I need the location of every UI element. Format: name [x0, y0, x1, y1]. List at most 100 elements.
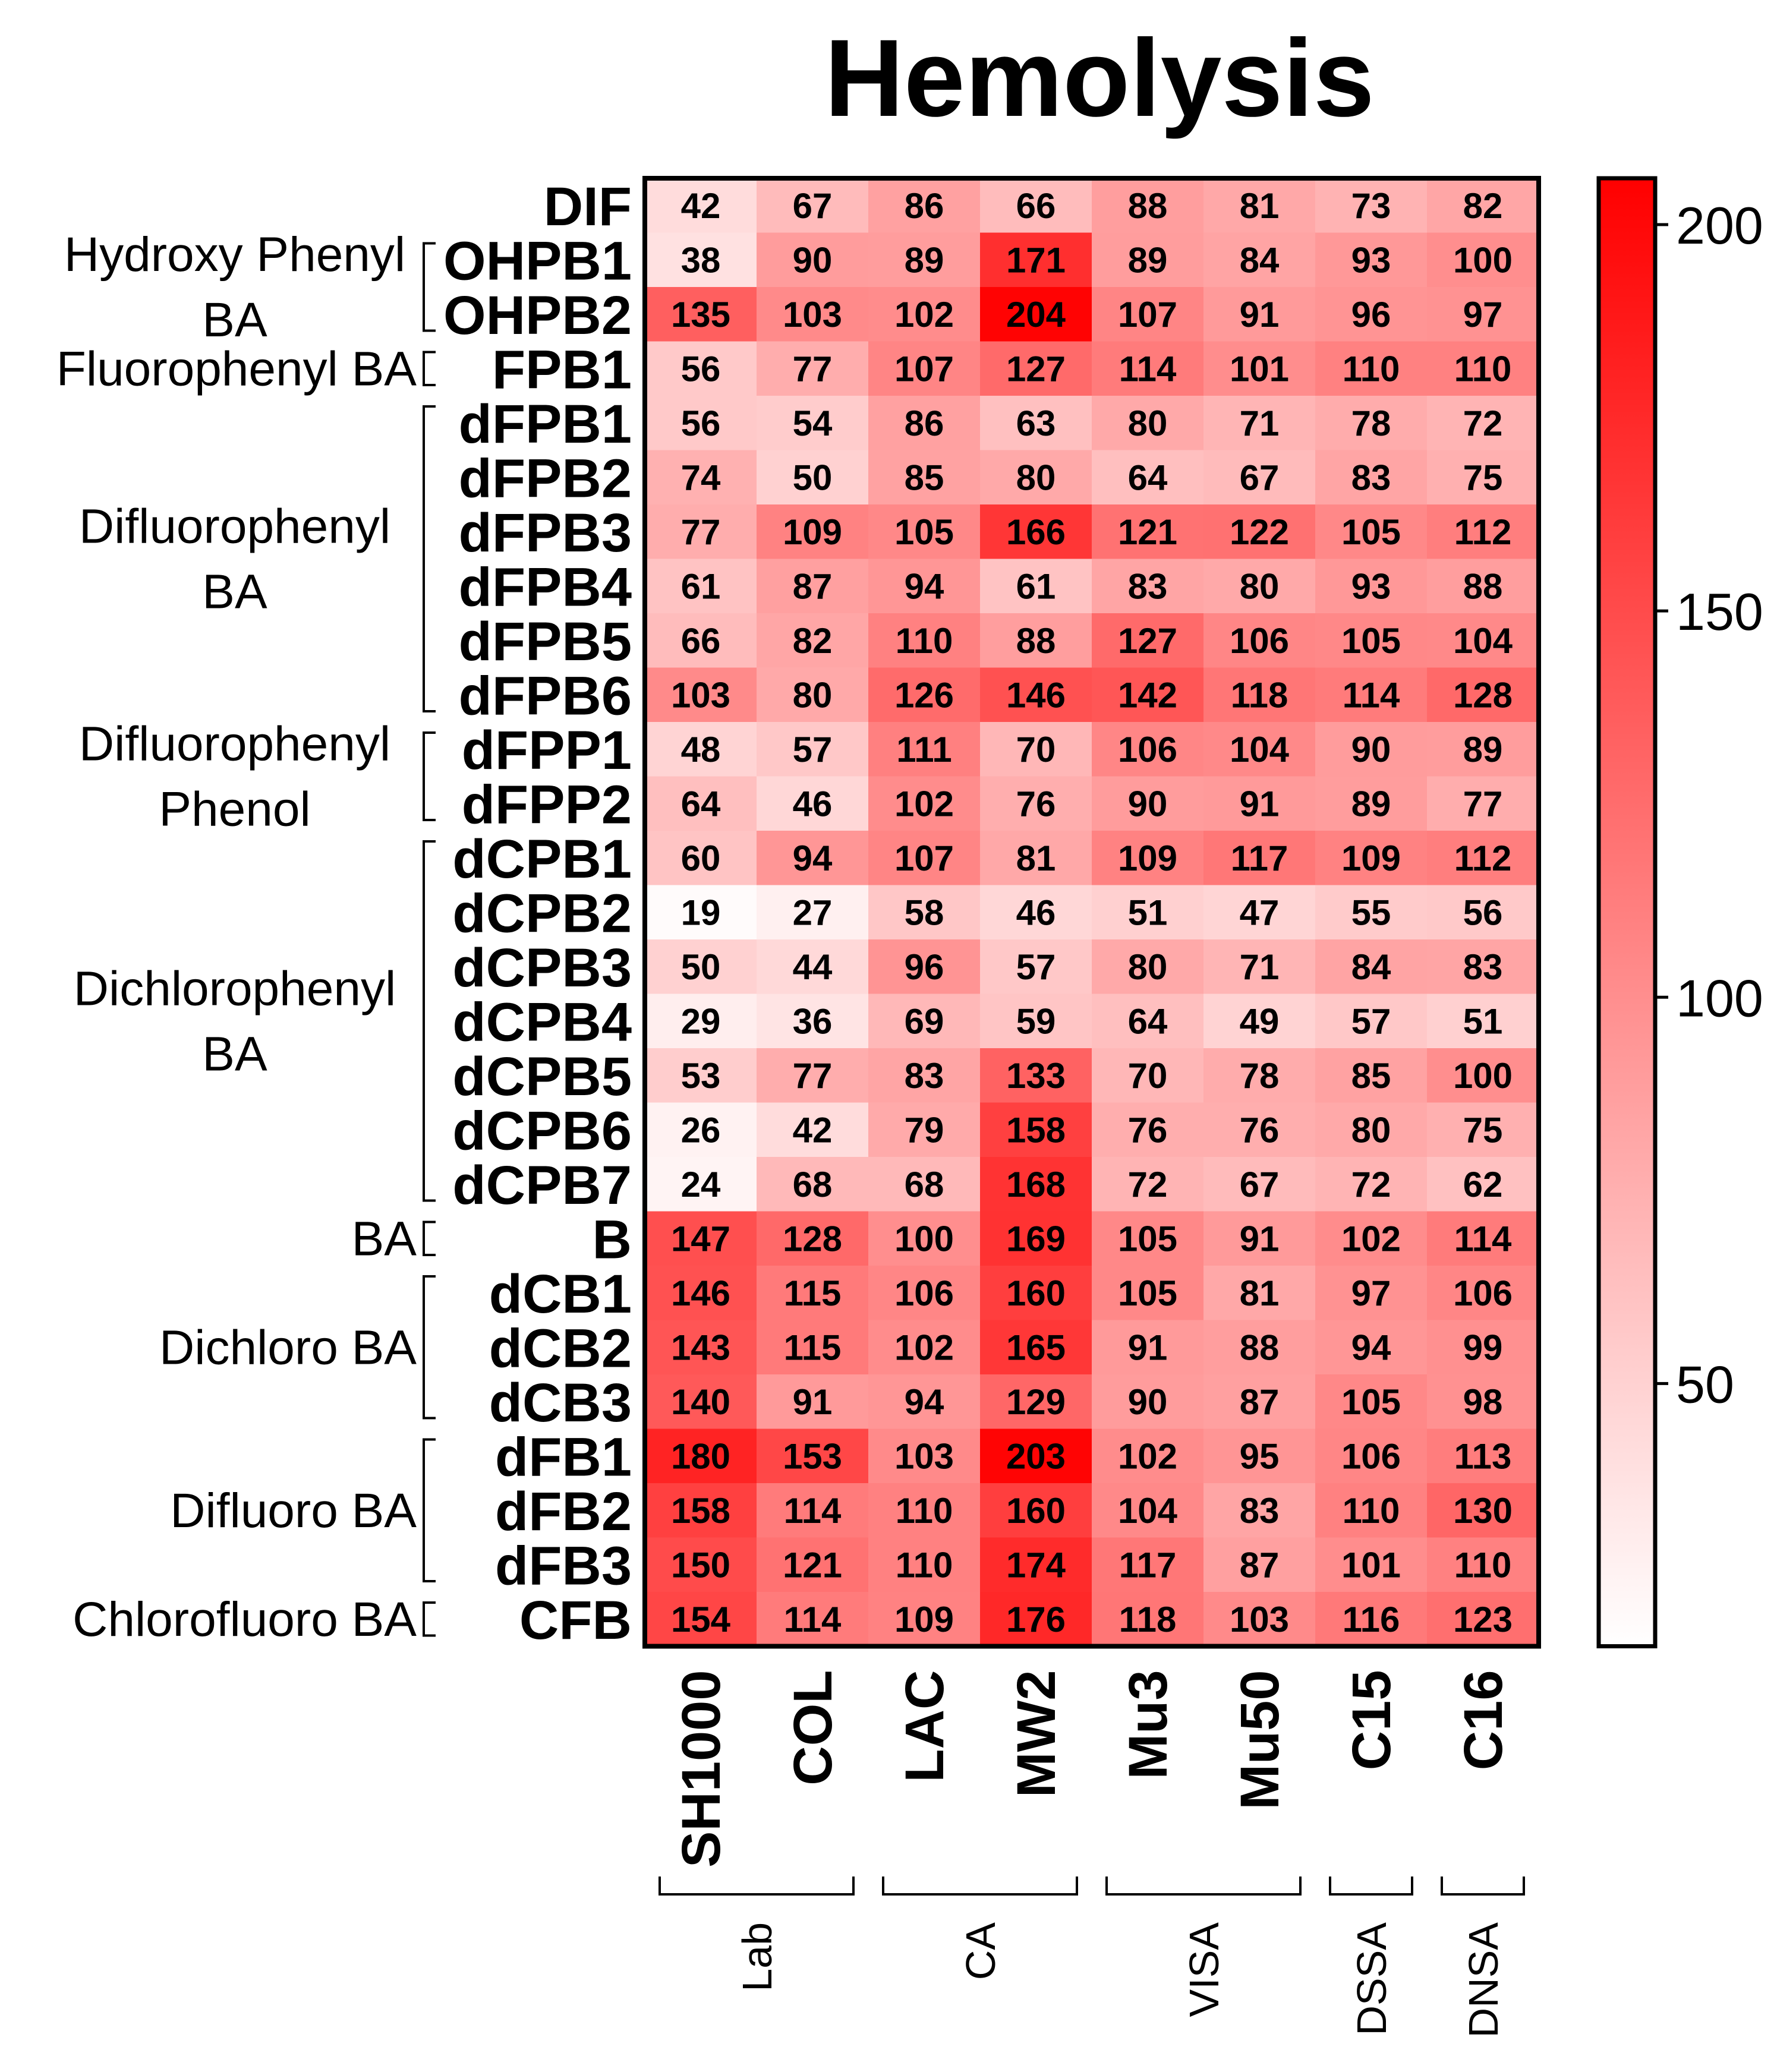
heatmap-cell-fpb1-c15	[1315, 341, 1428, 396]
cell-value-dfpp1-c15: 90	[1351, 730, 1391, 769]
cell-value-dcpb6-mu50: 76	[1240, 1110, 1280, 1150]
heatmap-cell-dif-c15	[1315, 178, 1428, 234]
colorbar-tick-label-200: 200	[1676, 196, 1763, 255]
heatmap-cell-dcpb7-lac	[868, 1157, 981, 1212]
cell-value-dcpb1-mu50: 117	[1231, 838, 1288, 878]
heatmap-cell-ohpb1-c16	[1427, 232, 1539, 288]
cell-value-dif-lac: 86	[905, 186, 944, 226]
cell-value-dcpb3-c15: 84	[1351, 947, 1391, 987]
cell-value-ohpb2-mw2: 204	[1006, 295, 1066, 335]
column-group-bracket-dssa	[1329, 1877, 1413, 1896]
row-group-label-hydroxy-phenyl-ba-line-2: BA	[202, 293, 267, 347]
heatmap-cell-dcpb6-col	[757, 1102, 869, 1158]
heatmap-cell-b-lac	[868, 1211, 981, 1266]
cell-value-b-sh1000: 147	[671, 1219, 730, 1259]
cell-value-dfpp2-c15: 89	[1351, 784, 1391, 824]
heatmap-cell-ohpb2-mw2	[980, 287, 1092, 342]
row-label-dcpb4: dCPB4	[452, 992, 632, 1052]
cell-value-dcb1-col: 115	[784, 1273, 842, 1313]
heatmap-cell-fpb1-mw2	[980, 341, 1092, 396]
column-group-bracket-ca	[882, 1877, 1078, 1896]
cell-value-dfpb6-lac: 126	[894, 675, 954, 715]
cell-value-dfpb2-mu3: 64	[1128, 458, 1168, 497]
cell-value-b-col: 128	[783, 1219, 842, 1259]
heatmap-cell-dfpb5-mu50	[1203, 613, 1316, 668]
cell-value-dcpb1-col: 94	[793, 838, 833, 878]
heatmap-cell-dcpb3-sh1000	[645, 939, 757, 995]
heatmap-cell-dfpp2-c15	[1315, 776, 1428, 831]
cell-value-dcpb1-mw2: 81	[1016, 838, 1056, 878]
heatmap-cell-dfb2-col	[757, 1483, 869, 1538]
heatmap-cell-dcpb2-lac	[868, 885, 981, 940]
cell-value-dcpb3-col: 44	[793, 947, 833, 987]
heatmap-cell-dcpb2-c16	[1427, 885, 1539, 940]
cell-value-cfb-mu3: 118	[1119, 1600, 1177, 1639]
cell-value-dfpb5-c16: 104	[1453, 621, 1513, 661]
cell-value-dif-mu50: 81	[1240, 186, 1280, 226]
column-group-label-ca: CA	[957, 1922, 1004, 1980]
heatmap-cell-dfpb5-mu3	[1092, 613, 1204, 668]
cell-value-dcpb1-c15: 109	[1341, 838, 1401, 878]
cell-value-dfpp2-c16: 77	[1463, 784, 1503, 824]
cell-value-cfb-mu50: 103	[1230, 1600, 1289, 1639]
heatmap-cell-dcb1-mu3	[1092, 1266, 1204, 1321]
cell-value-dfb1-col: 153	[783, 1436, 842, 1476]
heatmap-cell-dfpb2-sh1000	[645, 450, 757, 505]
cell-value-dif-mw2: 66	[1016, 186, 1056, 226]
cell-value-dcpb3-sh1000: 50	[681, 947, 721, 987]
heatmap-cell-ohpb1-lac	[868, 232, 981, 288]
heatmap-cell-dfpp2-lac	[868, 776, 981, 831]
cell-value-dfpb6-mu3: 142	[1118, 675, 1177, 715]
cell-value-dfb2-lac: 110	[896, 1491, 953, 1531]
column-group-label-dnsa: DNSA	[1460, 1922, 1507, 2038]
heatmap-cell-dcpb3-lac	[868, 939, 981, 995]
heatmap-cell-dcb1-col	[757, 1266, 869, 1321]
row-label-dfpb5: dFPB5	[459, 611, 632, 672]
heatmap-cell-dfpp2-mu50	[1203, 776, 1316, 831]
cell-value-fpb1-c16: 110	[1454, 349, 1512, 389]
cell-value-dcb1-mu50: 81	[1240, 1273, 1280, 1313]
cell-value-fpb1-lac: 107	[894, 349, 954, 389]
heatmap-cell-dfb3-mu3	[1092, 1537, 1204, 1592]
cell-value-dcpb5-sh1000: 53	[681, 1056, 721, 1096]
cell-value-fpb1-col: 77	[793, 349, 833, 389]
cell-value-dfpb1-mu3: 80	[1128, 403, 1168, 443]
cell-value-dfpb4-col: 87	[793, 566, 833, 606]
row-group-bracket-difluoro-ba	[423, 1438, 436, 1582]
cell-value-dfb2-mu3: 104	[1118, 1491, 1178, 1531]
column-label-c16: C16	[1453, 1670, 1514, 1771]
heatmap-cell-ohpb1-sh1000	[645, 232, 757, 288]
cell-value-dfpp2-mu3: 90	[1128, 784, 1168, 824]
cell-value-dcpb1-mu3: 109	[1118, 838, 1177, 878]
cell-value-dcpb3-lac: 96	[905, 947, 944, 987]
heatmap-cell-dcpb6-lac	[868, 1102, 981, 1158]
cell-value-dfb2-sh1000: 158	[671, 1491, 730, 1531]
cell-value-dfpb6-c15: 114	[1343, 675, 1400, 715]
cell-value-dcb3-c15: 105	[1341, 1382, 1401, 1422]
column-label-sh1000: SH1000	[671, 1670, 732, 1868]
cell-value-dfb3-lac: 110	[896, 1545, 953, 1585]
cell-value-dfpb3-col: 109	[783, 512, 842, 552]
cell-value-dfb3-mw2: 174	[1006, 1545, 1066, 1585]
heatmap-cell-fpb1-mu3	[1092, 341, 1204, 396]
heatmap-cell-dfpb4-c16	[1427, 559, 1539, 614]
row-group-label-chlorofluoro-ba-line-1: Chlorofluoro BA	[73, 1592, 417, 1647]
cell-value-ohpb2-c16: 97	[1463, 295, 1503, 335]
heatmap-cell-ohpb2-lac	[868, 287, 981, 342]
heatmap-cell-dfpp1-mw2	[980, 722, 1092, 777]
cell-value-dif-mu3: 88	[1128, 186, 1168, 226]
column-label-col: COL	[783, 1670, 843, 1786]
heatmap-cell-dcb3-sh1000	[645, 1374, 757, 1430]
heatmap-cell-dcpb4-c15	[1315, 994, 1428, 1049]
heatmap-cell-fpb1-sh1000	[645, 341, 757, 396]
heatmap-cell-dif-c16	[1427, 178, 1539, 234]
cell-value-dfpp2-mu50: 91	[1240, 784, 1280, 824]
cell-value-dfpb2-c15: 83	[1351, 458, 1391, 497]
heatmap-cell-dfpb4-sh1000	[645, 559, 757, 614]
cell-value-dcpb5-mu50: 78	[1240, 1056, 1280, 1096]
cell-value-dcb1-c15: 97	[1351, 1273, 1391, 1313]
heatmap-cell-dfpb6-c15	[1315, 667, 1428, 723]
row-label-dfpb6: dFPB6	[459, 666, 632, 726]
row-label-dfpb2: dFPB2	[459, 448, 632, 509]
heatmap-cell-dcb2-c16	[1427, 1320, 1539, 1375]
